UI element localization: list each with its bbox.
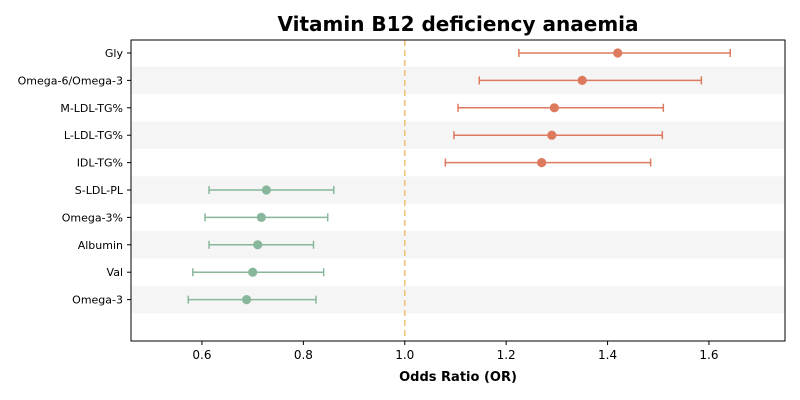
odds-ratio-point — [547, 130, 557, 140]
forest-row — [208, 185, 335, 195]
category-label: Omega-6/Omega-3 — [18, 74, 123, 87]
forest-row — [444, 158, 652, 168]
odds-ratio-series — [187, 48, 731, 305]
odds-ratio-point — [613, 48, 623, 58]
odds-ratio-point — [256, 212, 266, 222]
category-label: Omega-3% — [62, 211, 123, 224]
x-axis-ticks: 0.6 0.8 1.0 1.2 1.4 1.6 — [192, 341, 719, 362]
forest-row — [192, 267, 325, 277]
category-label: Val — [107, 266, 123, 279]
x-tick-label: 1.0 — [395, 348, 414, 362]
x-tick-label: 1.2 — [497, 348, 516, 362]
odds-ratio-point — [241, 295, 252, 305]
forest-row — [457, 103, 665, 113]
odds-ratio-point — [261, 185, 271, 195]
plot-frame — [130, 39, 786, 342]
odds-ratio-point — [537, 158, 547, 168]
forest-row — [208, 240, 315, 250]
odds-ratio-point — [577, 75, 587, 85]
category-labels: Gly Omega-6/Omega-3 M-LDL-TG% L-LDL-TG% IDL-… — [18, 47, 131, 307]
odds-ratio-point — [248, 267, 258, 277]
x-tick-label: 1.6 — [699, 348, 718, 362]
x-axis-label: Odds Ratio (OR) — [399, 370, 517, 385]
category-label: Gly — [105, 47, 124, 60]
forest-row — [187, 295, 317, 305]
forest-row — [518, 48, 731, 58]
x-tick-label: 1.4 — [598, 348, 617, 362]
category-label: Omega-3 — [72, 294, 123, 307]
forest-row — [478, 75, 703, 85]
chart-title: Vitamin B12 deficiency anaemia — [277, 12, 638, 36]
category-label: IDL-TG% — [77, 157, 123, 170]
category-label: S-LDL-PL — [75, 184, 124, 197]
forest-row — [453, 130, 664, 140]
category-label: L-LDL-TG% — [64, 129, 123, 142]
category-label: Albumin — [78, 239, 123, 252]
category-label: M-LDL-TG% — [60, 102, 123, 115]
x-tick-label: 0.6 — [192, 348, 211, 362]
odds-ratio-point — [253, 240, 263, 250]
forest-row — [204, 212, 329, 222]
odds-ratio-point — [549, 103, 559, 113]
x-tick-label: 0.8 — [294, 348, 313, 362]
